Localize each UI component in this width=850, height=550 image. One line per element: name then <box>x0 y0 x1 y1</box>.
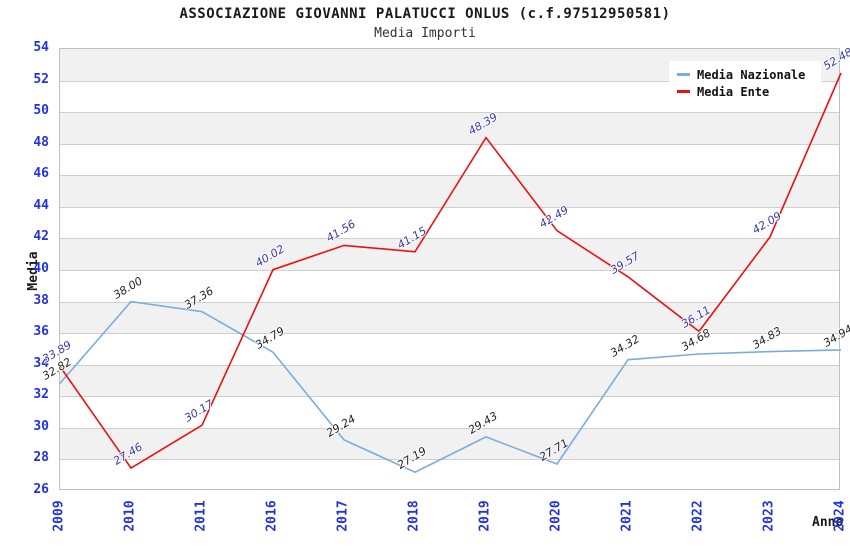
y-tick-label: 38 <box>33 292 49 308</box>
x-tick-label: 2017 <box>335 500 351 532</box>
grid-band <box>60 364 839 397</box>
x-tick-label: 2022 <box>690 500 706 532</box>
gridline <box>60 112 839 113</box>
y-tick-label: 44 <box>33 197 49 213</box>
y-tick-label: 34 <box>33 355 49 371</box>
series-line-nazionale <box>59 300 842 474</box>
x-tick-label: 2016 <box>264 500 280 532</box>
grid-band <box>60 112 839 144</box>
gridline <box>60 365 839 366</box>
gridline <box>60 144 839 145</box>
series-line-ente <box>59 72 842 470</box>
gridline <box>60 302 839 303</box>
y-tick-label: 32 <box>33 387 49 403</box>
gridline <box>60 428 839 429</box>
gridline <box>60 81 839 82</box>
gridline <box>60 333 839 334</box>
x-tick-label: 2010 <box>122 500 138 532</box>
x-tick-label: 2024 <box>832 500 848 532</box>
y-tick-label: 40 <box>33 261 49 276</box>
plot-area: 32.82 38.00 37.36 34.79 29.24 27.19 29.43 27.71… <box>40 45 850 490</box>
y-tick-label: 50 <box>33 103 49 119</box>
chart-subtitle: Media Importi <box>374 26 476 41</box>
legend-item-media-ente: Media Ente <box>677 83 815 100</box>
x-tick-label: 2021 <box>619 500 635 532</box>
legend-label: Media Nazionale <box>697 67 806 82</box>
y-tick-label: 54 <box>33 40 49 55</box>
gridline <box>60 207 839 208</box>
y-tick-label: 46 <box>33 166 49 182</box>
x-tick-label: 2011 <box>193 500 209 532</box>
gridline <box>60 270 839 271</box>
gridline <box>60 459 839 460</box>
grid-band <box>60 238 839 270</box>
grid-band <box>60 175 839 207</box>
x-tick-label: 2023 <box>761 500 777 532</box>
y-tick-label: 30 <box>33 418 49 434</box>
legend-item-media-nazionale: Media Nazionale <box>677 66 815 83</box>
legend-line-swatch-nazionale <box>677 73 690 76</box>
legend: Media Nazionale Media Ente <box>669 61 821 104</box>
y-tick-label: 42 <box>33 229 49 245</box>
legend-line-swatch-ente <box>677 90 690 93</box>
gridline <box>60 238 839 239</box>
gridline <box>60 175 839 176</box>
x-tick-label: 2009 <box>51 500 67 532</box>
y-tick-label: 48 <box>33 134 49 150</box>
gridline <box>60 396 839 397</box>
y-tick-label: 26 <box>33 482 49 497</box>
y-tick-label: 36 <box>33 324 49 340</box>
x-tick-label: 2020 <box>548 500 564 532</box>
y-tick-label: 28 <box>33 450 49 466</box>
x-axis-title: Anno <box>812 515 844 530</box>
x-tick-label: 2019 <box>477 500 493 532</box>
x-tick-label: 2018 <box>406 500 422 532</box>
y-tick-label: 52 <box>33 71 49 87</box>
chart-title: ASSOCIAZIONE GIOVANNI PALATUCCI ONLUS (c… <box>179 6 671 22</box>
series-lines <box>59 72 842 474</box>
legend-label: Media Ente <box>697 84 770 99</box>
